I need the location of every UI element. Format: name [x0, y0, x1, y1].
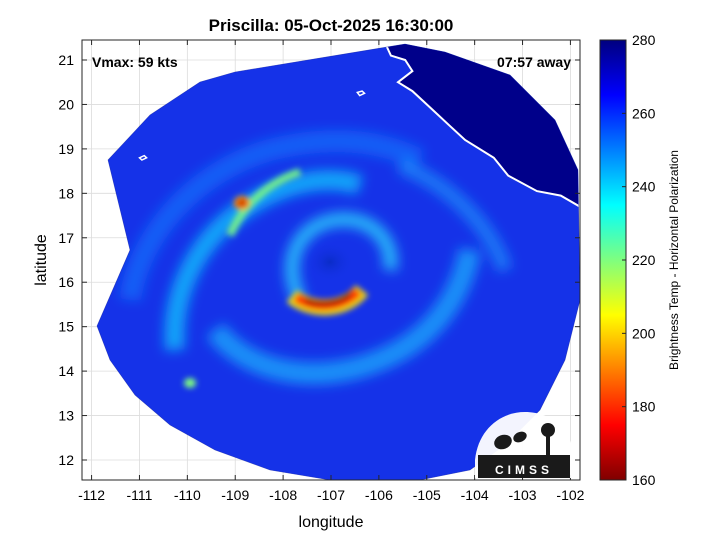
x-tick-label: -103: [509, 487, 537, 503]
x-tick-label: -108: [269, 487, 297, 503]
colorbar-tick-label: 220: [632, 252, 656, 268]
colorbar-tick-label: 280: [632, 32, 656, 48]
x-axis-label: longitude: [299, 514, 364, 531]
x-axis: -112 -111 -110 -109 -108 -107 -106 -105 -104 -103…: [78, 40, 585, 503]
logo-tower-legs: [546, 433, 550, 457]
y-tick-label: 12: [58, 452, 74, 468]
y-tick-label: 17: [58, 230, 74, 246]
x-tick-label: -107: [317, 487, 345, 503]
y-tick-label: 21: [58, 52, 74, 68]
colorbar-tick-label: 200: [632, 325, 656, 341]
south-spot: [184, 378, 196, 388]
eye: [306, 242, 354, 282]
time-away-annotation: 07:57 away: [497, 54, 571, 70]
x-tick-label: -110: [174, 487, 201, 503]
island-contours: [138, 90, 366, 161]
colorbar-ticks: 160 180 200 220 240 260 280: [622, 32, 656, 488]
logo-tower-tank: [541, 423, 555, 437]
y-tick-label: 13: [58, 408, 74, 424]
cimss-logo: CIMSS: [475, 412, 575, 478]
colorbar-tick-label: 160: [632, 472, 656, 488]
eyewall-south-core: [304, 292, 352, 306]
spiral-band-east: [396, 157, 513, 273]
x-tick-label: -106: [365, 487, 393, 503]
y-tick-label: 18: [58, 185, 74, 201]
colorbar-tick-label: 240: [632, 179, 656, 195]
island-contour: [138, 154, 148, 161]
y-tick-label: 14: [58, 363, 74, 379]
inner-ring: [285, 212, 398, 304]
logo-dish-1: [494, 434, 512, 450]
logo-dish-2: [513, 431, 527, 443]
y-axis-label: latitude: [33, 234, 50, 286]
outer-band: [119, 130, 425, 302]
y-tick-label: 15: [58, 319, 74, 335]
x-tick-label: -102: [556, 487, 584, 503]
colorbar: [599, 39, 627, 481]
logo-text: CIMSS: [495, 463, 553, 477]
colorbar-tick-label: 180: [632, 399, 656, 415]
x-tick-label: -109: [221, 487, 249, 503]
vmax-annotation: Vmax: 59 kts: [92, 54, 178, 70]
y-tick-label: 19: [58, 141, 74, 157]
x-tick-label: -112: [78, 487, 105, 503]
y-tick-label: 16: [58, 274, 74, 290]
y-tick-label: 20: [58, 96, 74, 112]
spiral-band-south: [206, 247, 481, 385]
logo-building: [478, 455, 570, 478]
warm-spot-west-core: [238, 200, 246, 206]
colorbar-tick-label: 260: [632, 105, 656, 121]
swath-outline: [96, 43, 581, 481]
x-tick-label: -111: [126, 487, 152, 503]
x-tick-label: -104: [461, 487, 489, 503]
colorbar-label: Brightness Temp - Horizontal Polarizatio…: [667, 150, 681, 370]
y-axis: 12 13 14 15 16 17 18 19 20 21: [58, 52, 580, 468]
island-contour: [356, 90, 366, 97]
coastline: [382, 40, 580, 208]
x-tick-label: -105: [413, 487, 441, 503]
chart-title: Priscilla: 05-Oct-2025 16:30:00: [209, 16, 454, 35]
microwave-swath: [97, 44, 580, 480]
west-band-core: [226, 168, 302, 237]
